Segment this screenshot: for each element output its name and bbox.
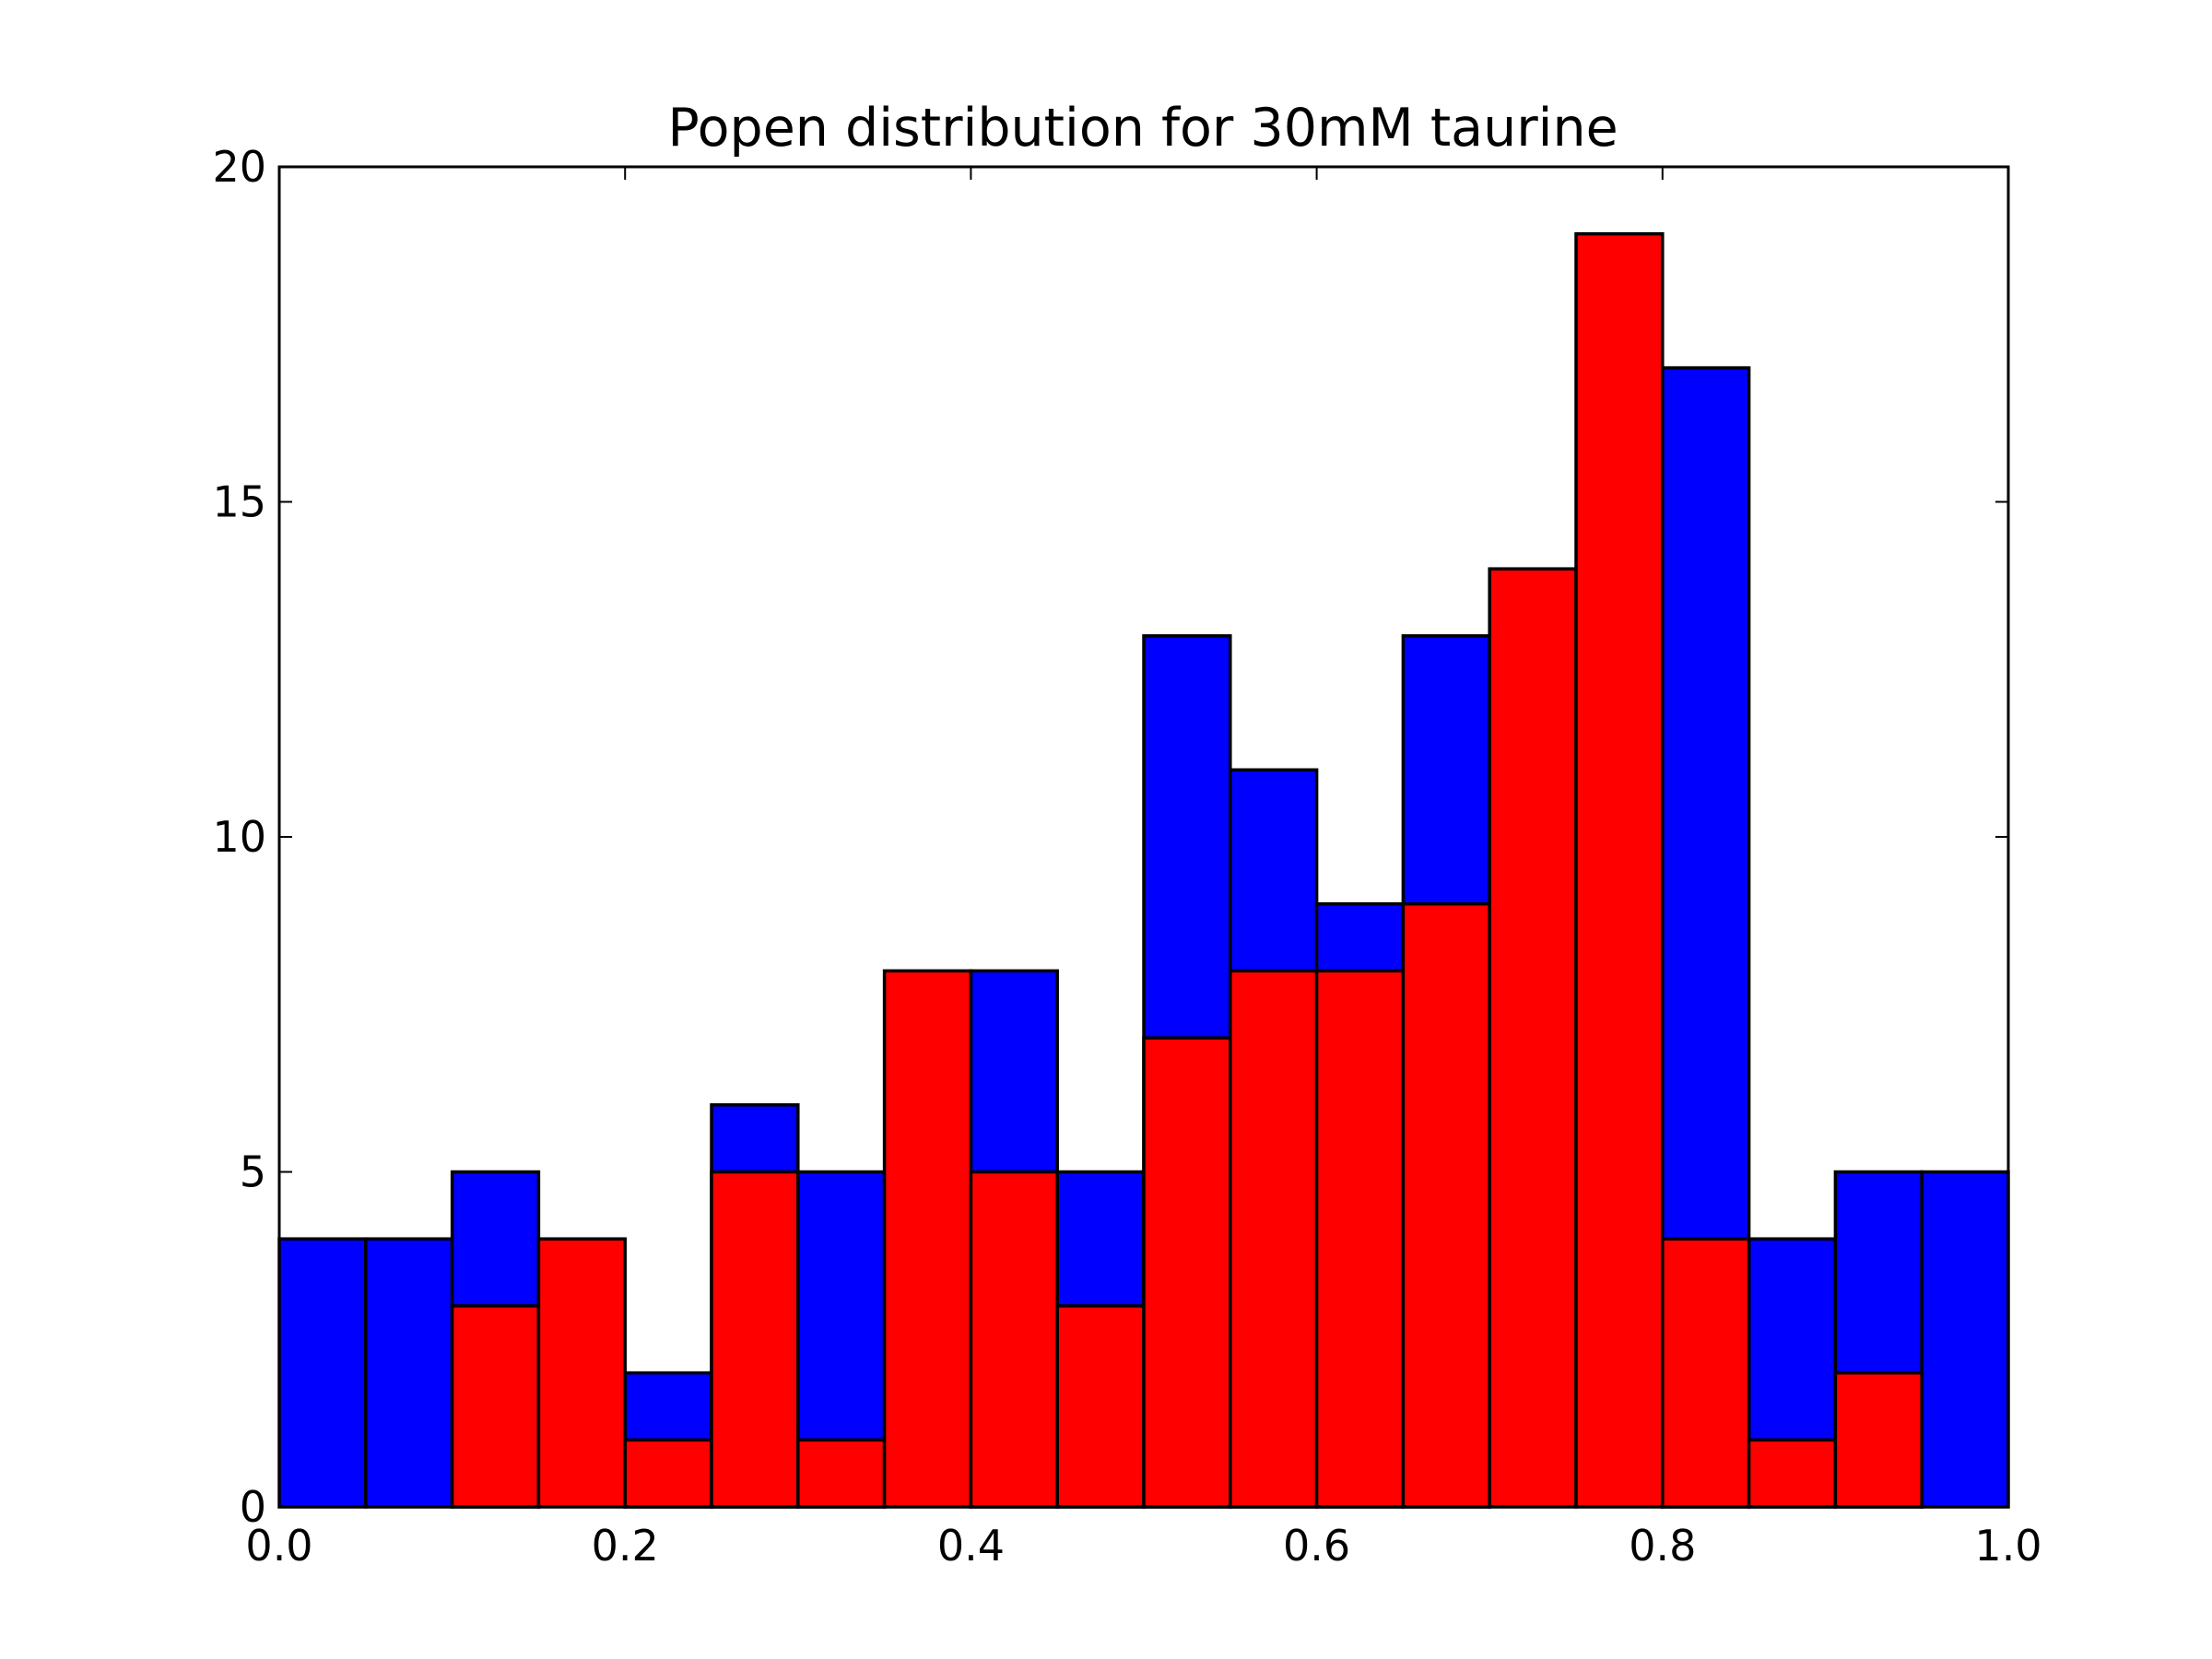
bar-series2-bin3 (450, 1304, 541, 1509)
y-tick-label-4: 20 (212, 142, 266, 192)
x-tick-label-1: 0.2 (592, 1521, 659, 1571)
bar-series2-bin6 (710, 1170, 800, 1509)
bar-series1-bin20 (1920, 1170, 2010, 1509)
y-tick-label-1: 5 (240, 1147, 266, 1197)
x-tick-label-4: 0.8 (1629, 1521, 1696, 1571)
bar-series1-bin1 (277, 1237, 368, 1509)
bar-series2-bin9 (969, 1170, 1059, 1509)
bar-series1-bin2 (364, 1237, 454, 1509)
x-tick-label-3: 0.6 (1283, 1521, 1350, 1571)
x-tick-label-5: 1.0 (1974, 1521, 2041, 1571)
bar-series2-bin10 (1055, 1304, 1146, 1509)
bar-series2-bin8 (882, 969, 973, 1509)
bar-series2-bin19 (1833, 1371, 1924, 1509)
bar-series2-bin7 (796, 1438, 887, 1509)
bar-series2-bin11 (1142, 1036, 1232, 1509)
bar-series2-bin4 (536, 1237, 627, 1509)
y-tick-label-0: 0 (240, 1482, 266, 1532)
chart-title: Popen distribution for 30mM taurine (667, 98, 1618, 159)
bar-series2-bin18 (1747, 1438, 1838, 1509)
bar-series2-bin13 (1314, 969, 1406, 1509)
bar-series2-bin12 (1229, 969, 1319, 1509)
bar-series2-bin16 (1574, 231, 1665, 1509)
y-tick-label-2: 10 (212, 812, 266, 862)
x-tick-label-0: 0.0 (245, 1521, 312, 1571)
bar-series2-bin14 (1401, 901, 1491, 1509)
y-tick-label-3: 15 (212, 477, 266, 527)
bar-series2-bin15 (1488, 567, 1578, 1509)
bar-series2-bin5 (623, 1438, 713, 1509)
bars-layer (277, 231, 2010, 1509)
plot-frame (277, 165, 2010, 1509)
x-tick-label-2: 0.4 (937, 1521, 1005, 1571)
bar-series2-bin17 (1661, 1237, 1751, 1509)
tick-labels-layer: 0.0 0.2 0.4 0.6 0.8 1.0 0 5 10 15 20 (212, 142, 2041, 1571)
